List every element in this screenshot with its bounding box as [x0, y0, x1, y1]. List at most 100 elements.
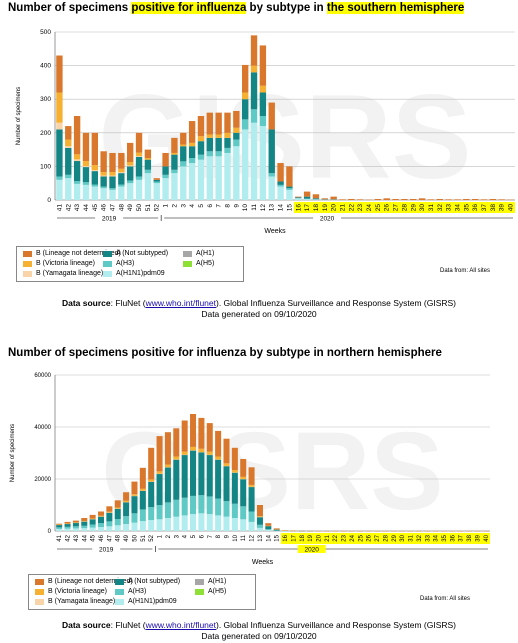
- bar-segment: [64, 521, 71, 524]
- bar-segment: [173, 456, 180, 460]
- x-tick-label: 11: [251, 204, 258, 211]
- bar-segment: [144, 159, 152, 170]
- bar-segment: [109, 175, 116, 177]
- bar-segment: [268, 129, 275, 174]
- bar-segment: [135, 132, 143, 153]
- bar-segment: [256, 505, 263, 517]
- bar-segment: [357, 199, 364, 200]
- flunet-link[interactable]: www.who.int/flunet: [145, 620, 216, 630]
- x-tick-label: 1: [158, 534, 164, 538]
- legend-swatch: [103, 270, 112, 277]
- bar-segment: [312, 199, 320, 200]
- bar-segment: [91, 184, 98, 187]
- y-axis-label: Number of specimens: [16, 87, 22, 145]
- bar-segment: [273, 528, 280, 530]
- chart-2-source: Data source: FluNet (www.who.int/flunet)…: [0, 620, 518, 642]
- x-tick-label: 50: [132, 534, 138, 541]
- bar-segment: [171, 173, 178, 200]
- source-text: ). Global Influenza Surveillance and Res…: [216, 620, 457, 630]
- year-label: 2019: [102, 216, 117, 223]
- bar-segment: [56, 524, 63, 528]
- bar-segment: [89, 518, 96, 519]
- bar-segment: [106, 511, 113, 513]
- x-tick-label: 1: [163, 204, 170, 208]
- flunet-link[interactable]: www.who.int/flunet: [145, 298, 216, 308]
- legend-item: A (Not subtyped): [103, 250, 168, 257]
- bar-segment: [215, 459, 222, 499]
- y-tick-label: 400: [40, 63, 51, 70]
- legend-label: A(H3): [116, 260, 135, 267]
- x-tick-label: 11: [241, 534, 247, 541]
- bar-segment: [97, 527, 105, 531]
- bar-segment: [295, 198, 302, 200]
- bar-segment: [242, 99, 249, 120]
- bar-segment: [118, 172, 125, 174]
- bar-segment: [109, 188, 116, 190]
- legend-item: B (Yamagata lineage): [35, 598, 115, 605]
- x-tick-label: 21: [325, 534, 331, 541]
- x-tick-label: 4: [183, 534, 189, 538]
- bar-segment: [233, 146, 240, 200]
- legend-swatch: [35, 578, 44, 585]
- bar-segment: [265, 523, 272, 526]
- bar-segment: [198, 417, 205, 449]
- legend-swatch: [23, 250, 32, 257]
- x-tick-label: 32: [437, 204, 444, 212]
- x-tick-label: 28: [401, 204, 408, 212]
- bar-segment: [139, 509, 146, 522]
- bar-segment: [206, 112, 213, 135]
- bar-segment: [250, 65, 258, 73]
- legend-swatch: [115, 588, 124, 595]
- bar-segment: [82, 167, 90, 183]
- bar-segment: [231, 503, 238, 518]
- legend-label: A(H3): [128, 588, 147, 595]
- x-tick-label: 12: [250, 534, 256, 541]
- bar-segment: [106, 512, 113, 522]
- legend-label: A (Not subtyped): [116, 250, 169, 257]
- bar-segment: [81, 528, 88, 531]
- x-tick-label: 36: [472, 204, 479, 212]
- x-tick-label: 31: [409, 534, 415, 541]
- x-tick-label: 5: [198, 204, 205, 208]
- x-tick-label: 20: [331, 204, 338, 212]
- bar-segment: [82, 161, 90, 167]
- chart-1-title-part: Number of specimens: [8, 2, 132, 14]
- x-tick-label: 12: [260, 204, 267, 212]
- bar-segment: [118, 186, 125, 200]
- legend-label: B (Yamagata lineage): [36, 270, 104, 277]
- bar-segment: [206, 423, 213, 452]
- bar-segment: [97, 515, 105, 517]
- x-tick-label: 46: [101, 204, 108, 212]
- year-label: 2020: [320, 216, 335, 223]
- x-tick-label: 22: [333, 534, 339, 541]
- x-tick-label: 4: [189, 204, 196, 208]
- bar-segment: [153, 181, 160, 184]
- x-tick-label: 8: [216, 534, 222, 538]
- bar-segment: [173, 459, 180, 500]
- bar-segment: [139, 467, 146, 489]
- bar-segment: [256, 516, 263, 525]
- bar-segment: [198, 452, 205, 496]
- bar-segment: [131, 513, 138, 523]
- bar-segment: [215, 137, 222, 152]
- source-text: : FluNet (: [110, 298, 146, 308]
- bar-segment: [144, 169, 152, 174]
- x-axis-label: Weeks: [264, 228, 286, 235]
- bar-segment: [162, 178, 169, 200]
- bar-segment: [190, 495, 197, 515]
- x-tick-label: 44: [83, 204, 90, 212]
- x-tick-label: 37: [459, 534, 465, 541]
- bar-segment: [215, 134, 222, 138]
- bar-segment: [223, 463, 230, 466]
- bar-segment: [106, 521, 113, 527]
- bar-segment: [330, 196, 337, 200]
- bar-segment: [248, 467, 255, 485]
- year-bg: [297, 545, 326, 553]
- bar-segment: [233, 110, 240, 128]
- bar-segment: [148, 507, 155, 521]
- bar-segment: [374, 198, 382, 200]
- bar-segment: [265, 529, 272, 530]
- x-tick-label: 18: [313, 204, 320, 212]
- bar-segment: [81, 518, 88, 521]
- x-tick-label: 24: [366, 204, 373, 212]
